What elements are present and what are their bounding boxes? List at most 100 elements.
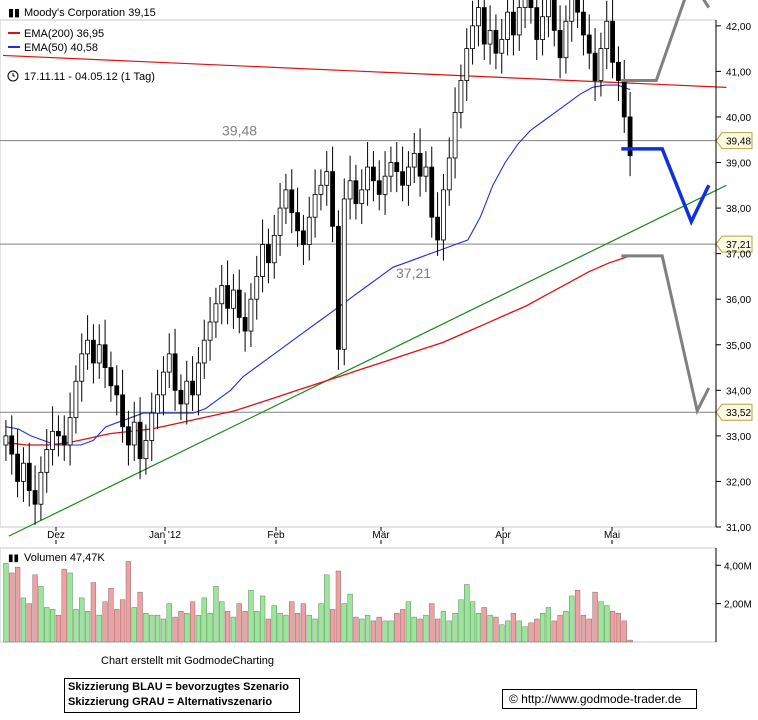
legend-gray-text: Skizzierung GRAU = Alternativszenario bbox=[68, 696, 273, 708]
candle-body bbox=[225, 285, 230, 309]
scenario-gray-down bbox=[621, 254, 711, 416]
candle-body bbox=[126, 426, 131, 446]
volume-bar bbox=[67, 572, 73, 643]
candle-body bbox=[493, 29, 499, 54]
volume-bar bbox=[84, 611, 91, 643]
volume-bar bbox=[475, 613, 482, 643]
volume-bar bbox=[329, 609, 336, 643]
volume-bar bbox=[189, 601, 196, 643]
y-tick-label: 31,00 bbox=[726, 523, 751, 534]
volume-bar bbox=[119, 599, 126, 643]
candle-body bbox=[56, 430, 61, 437]
y-tick-label: 34,00 bbox=[726, 386, 751, 397]
level-annotation-37-21: 37,21 bbox=[396, 265, 431, 281]
volume-bar bbox=[493, 616, 499, 643]
x-tick-label: Mär bbox=[372, 530, 390, 541]
volume-bar bbox=[557, 614, 563, 643]
candle-body bbox=[365, 166, 370, 191]
scenario-gray-up bbox=[621, 0, 711, 82]
volume-bar bbox=[464, 584, 470, 643]
candle-body bbox=[621, 80, 627, 118]
candle-body bbox=[143, 440, 149, 460]
candle-body bbox=[376, 180, 382, 195]
volume-bar bbox=[563, 611, 569, 643]
candle-body bbox=[551, 0, 557, 31]
volume-icon: ▮▮ bbox=[8, 553, 19, 564]
candle-body bbox=[394, 162, 400, 173]
volume-bar bbox=[90, 582, 97, 643]
volume-bar bbox=[487, 614, 493, 643]
candle-body bbox=[627, 116, 633, 157]
volume-bar bbox=[143, 613, 149, 643]
volume-bar bbox=[376, 616, 382, 643]
candle-body bbox=[67, 417, 73, 446]
volume-bar bbox=[20, 597, 27, 643]
candle-body bbox=[452, 112, 458, 159]
candle-body bbox=[417, 153, 423, 177]
candle-body bbox=[487, 29, 493, 45]
candle-body bbox=[295, 212, 300, 232]
volume-bar bbox=[294, 613, 301, 643]
x-tick-label: Jan '12 bbox=[149, 530, 181, 541]
volume-bar bbox=[172, 616, 178, 643]
candle-body bbox=[271, 235, 277, 264]
level-annotation-39-48: 39,48 bbox=[222, 123, 257, 139]
candle-body bbox=[178, 389, 184, 405]
candle-body bbox=[575, 0, 580, 13]
volume-bar bbox=[26, 603, 32, 643]
candle-body bbox=[26, 462, 32, 491]
indicator-lines bbox=[2, 54, 727, 537]
source-link[interactable]: © http://www.godmode-trader.de bbox=[509, 692, 682, 706]
candle-body bbox=[120, 394, 125, 428]
candle-body bbox=[481, 7, 487, 45]
volume-bar bbox=[604, 605, 610, 643]
candle-body bbox=[464, 48, 470, 81]
volume-bar bbox=[102, 601, 108, 643]
volume-bar bbox=[534, 618, 540, 643]
candle-body bbox=[423, 166, 429, 177]
candle-body bbox=[73, 380, 79, 419]
volume-bar bbox=[394, 613, 400, 643]
volume-bar bbox=[44, 607, 50, 643]
candle-body bbox=[586, 34, 592, 54]
ema50-legend-label: EMA(50) 40,58 bbox=[24, 42, 98, 54]
ema50-line bbox=[5, 84, 631, 446]
scenario-legend: Skizzierung BLAU = bevorzugtes Szenario … bbox=[64, 678, 300, 713]
volume-bar bbox=[516, 620, 522, 643]
candle-body bbox=[347, 180, 353, 200]
candle-body bbox=[306, 216, 312, 245]
volume-bar bbox=[154, 614, 161, 643]
candle-body bbox=[458, 80, 464, 113]
scenario-blue bbox=[621, 147, 711, 227]
candle-body bbox=[260, 244, 265, 277]
candle-body bbox=[207, 321, 213, 341]
candle-body bbox=[388, 162, 394, 177]
candle-body bbox=[3, 435, 9, 446]
volume-bar bbox=[131, 607, 137, 643]
x-tick-label: Mai bbox=[604, 530, 620, 541]
volume-bar bbox=[201, 597, 207, 643]
price-panel bbox=[0, 19, 717, 528]
candle-body bbox=[406, 166, 411, 186]
candle-body bbox=[38, 471, 44, 505]
source-link-box[interactable]: © http://www.godmode-trader.de bbox=[502, 689, 697, 709]
volume-label: Volumen 47,47K bbox=[24, 552, 105, 564]
y-tick-label: 32,00 bbox=[726, 477, 751, 488]
candle-body bbox=[172, 353, 178, 391]
candle-body bbox=[79, 353, 85, 382]
candle-body bbox=[114, 385, 120, 396]
candle-body bbox=[289, 189, 295, 214]
y-tick-label: 41,00 bbox=[726, 67, 751, 78]
candle-body bbox=[213, 303, 219, 323]
volume-bar bbox=[598, 601, 604, 643]
volume-bar bbox=[32, 574, 38, 643]
volume-bar bbox=[353, 616, 359, 643]
volume-bar bbox=[61, 568, 67, 643]
candle-body bbox=[231, 289, 236, 309]
candle-body bbox=[522, 0, 528, 9]
candle-body bbox=[592, 52, 598, 81]
volume-bar bbox=[481, 607, 487, 643]
candle-body bbox=[283, 189, 289, 209]
candle-body bbox=[470, 25, 475, 50]
volume-bar bbox=[79, 597, 85, 643]
